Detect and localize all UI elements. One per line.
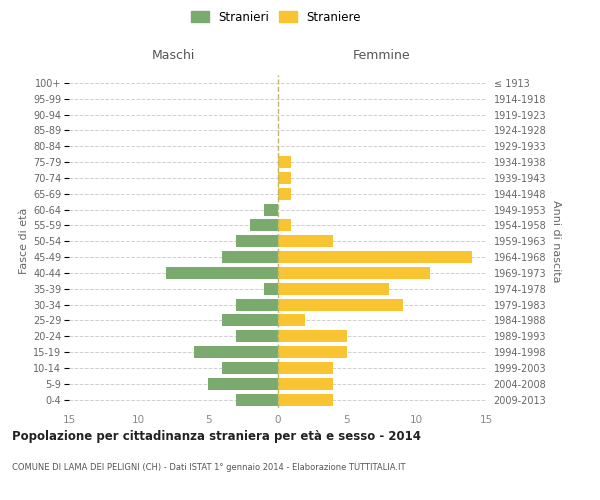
Bar — [277, 172, 292, 184]
Text: Femmine: Femmine — [353, 48, 410, 62]
Bar — [277, 283, 389, 294]
Bar — [277, 362, 333, 374]
Bar — [277, 267, 430, 279]
Bar — [277, 394, 333, 406]
Bar — [236, 330, 277, 342]
Bar — [277, 251, 472, 263]
Bar — [263, 204, 277, 216]
Y-axis label: Anni di nascita: Anni di nascita — [551, 200, 560, 282]
Bar — [277, 156, 292, 168]
Bar — [222, 314, 277, 326]
Bar — [236, 394, 277, 406]
Bar — [277, 346, 347, 358]
Bar — [236, 298, 277, 310]
Text: Maschi: Maschi — [152, 48, 195, 62]
Y-axis label: Fasce di età: Fasce di età — [19, 208, 29, 274]
Bar — [277, 330, 347, 342]
Text: Popolazione per cittadinanza straniera per età e sesso - 2014: Popolazione per cittadinanza straniera p… — [12, 430, 421, 443]
Bar — [277, 188, 292, 200]
Bar — [263, 283, 277, 294]
Bar — [277, 236, 333, 247]
Bar — [166, 267, 277, 279]
Bar — [277, 298, 403, 310]
Legend: Stranieri, Straniere: Stranieri, Straniere — [187, 6, 365, 28]
Bar — [222, 251, 277, 263]
Bar — [277, 314, 305, 326]
Bar — [250, 220, 277, 232]
Bar — [277, 378, 333, 390]
Bar — [277, 220, 292, 232]
Bar — [208, 378, 277, 390]
Text: COMUNE DI LAMA DEI PELIGNI (CH) - Dati ISTAT 1° gennaio 2014 - Elaborazione TUTT: COMUNE DI LAMA DEI PELIGNI (CH) - Dati I… — [12, 462, 406, 471]
Bar — [222, 362, 277, 374]
Bar — [236, 236, 277, 247]
Bar — [194, 346, 277, 358]
